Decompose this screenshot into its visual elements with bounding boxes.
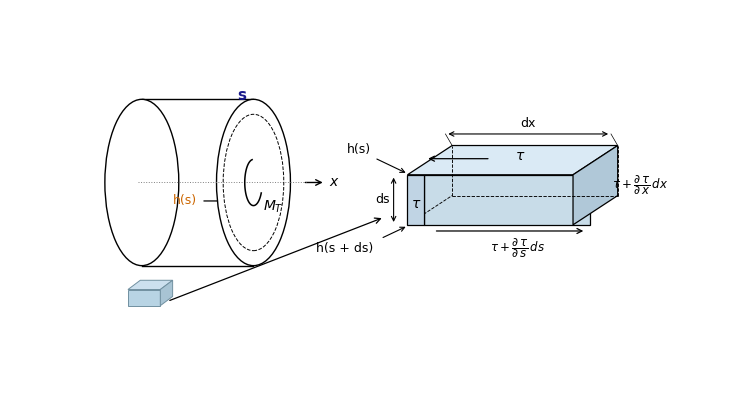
Polygon shape	[160, 280, 172, 306]
Polygon shape	[573, 146, 618, 225]
Text: x: x	[329, 176, 338, 189]
Text: $\tau + \dfrac{\partial\,\tau}{\partial\,s}\,ds$: $\tau + \dfrac{\partial\,\tau}{\partial\…	[490, 236, 545, 260]
Text: h(s): h(s)	[173, 194, 197, 208]
Polygon shape	[128, 289, 160, 306]
Text: s: s	[238, 88, 247, 103]
Text: $M_T$: $M_T$	[263, 199, 284, 215]
Polygon shape	[128, 280, 172, 289]
Text: h(s + ds): h(s + ds)	[316, 242, 373, 255]
Polygon shape	[407, 175, 424, 225]
Polygon shape	[407, 146, 618, 175]
Text: dx: dx	[520, 117, 536, 130]
Text: $\tau$: $\tau$	[515, 148, 526, 163]
Ellipse shape	[217, 99, 290, 266]
Ellipse shape	[105, 99, 178, 266]
Text: $\tau + \dfrac{\partial\,\tau}{\partial\,x}\,dx$: $\tau + \dfrac{\partial\,\tau}{\partial\…	[612, 173, 669, 197]
Polygon shape	[424, 175, 590, 225]
Text: h(s): h(s)	[346, 143, 370, 156]
Text: $\tau$: $\tau$	[411, 197, 422, 211]
Text: ds: ds	[375, 193, 390, 206]
